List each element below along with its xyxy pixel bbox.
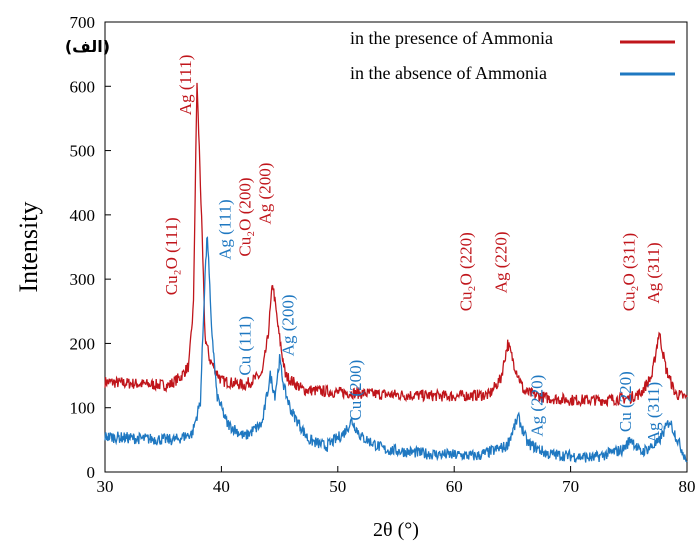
x-tick-label: 50 (329, 477, 346, 496)
y-tick-label: 100 (70, 399, 96, 418)
y-tick-label: 0 (87, 463, 96, 482)
series-line-presence (104, 82, 688, 408)
peak-annotation: Ag (220) (492, 231, 511, 293)
x-tick-label: 30 (97, 477, 114, 496)
peak-annotation: Ag (200) (279, 294, 298, 356)
x-tick-label: 60 (446, 477, 463, 496)
peak-annotation: Ag (200) (255, 163, 274, 225)
peak-annotation: Cu (220) (616, 371, 635, 432)
x-axis-title: 2θ (°) (373, 519, 419, 541)
peak-annotation: Ag (311) (644, 242, 663, 303)
peak-annotation: Cu₂O (220) (457, 232, 476, 311)
legend-label-presence: in the presence of Ammonia (350, 28, 553, 48)
panel-label: (الف) (65, 37, 110, 56)
y-axis-title: Intensity (14, 202, 43, 293)
y-tick-label: 700 (70, 13, 96, 32)
peak-annotation: Cu (200) (346, 360, 365, 421)
peak-annotation: Cu₂O (111) (162, 217, 181, 295)
peak-annotation: Ag (111) (216, 199, 235, 260)
series-line-absence (104, 236, 688, 464)
peak-annotation: Ag (220) (528, 375, 547, 437)
legend: in the presence of Ammonia in the absenc… (350, 28, 675, 83)
series-layer (104, 82, 688, 464)
peak-annotation: Cu (111) (236, 316, 255, 376)
peak-annotation: Cu₂O (200) (236, 177, 255, 256)
y-tick-label: 500 (70, 142, 96, 161)
y-tick-label: 300 (70, 270, 96, 289)
peak-annotation: Cu₂O (311) (620, 233, 639, 311)
peak-annotation: Ag (111) (176, 55, 195, 116)
y-tick-label: 400 (70, 206, 96, 225)
annotation-layer: Cu₂O (111)Ag (111)Cu₂O (200) Ag (200)Cu₂O… (162, 55, 663, 443)
peak-annotation: Ag (311) (644, 382, 663, 443)
y-tick-label: 200 (70, 334, 96, 353)
legend-label-absence: in the absence of Ammonia (350, 63, 547, 83)
x-tick-label: 70 (562, 477, 579, 496)
plot-area (104, 21, 688, 473)
plot-frame (104, 21, 688, 473)
x-tick-label: 40 (213, 477, 230, 496)
y-tick-label: 600 (70, 77, 96, 96)
axis-layer: 30 40 50 60 70 80 0 100 200 300 400 500 600 700 (70, 13, 696, 496)
x-tick-label: 80 (679, 477, 696, 496)
